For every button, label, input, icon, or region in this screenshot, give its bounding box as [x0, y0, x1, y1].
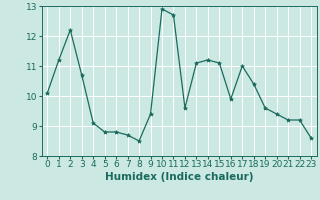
X-axis label: Humidex (Indice chaleur): Humidex (Indice chaleur) — [105, 172, 253, 182]
